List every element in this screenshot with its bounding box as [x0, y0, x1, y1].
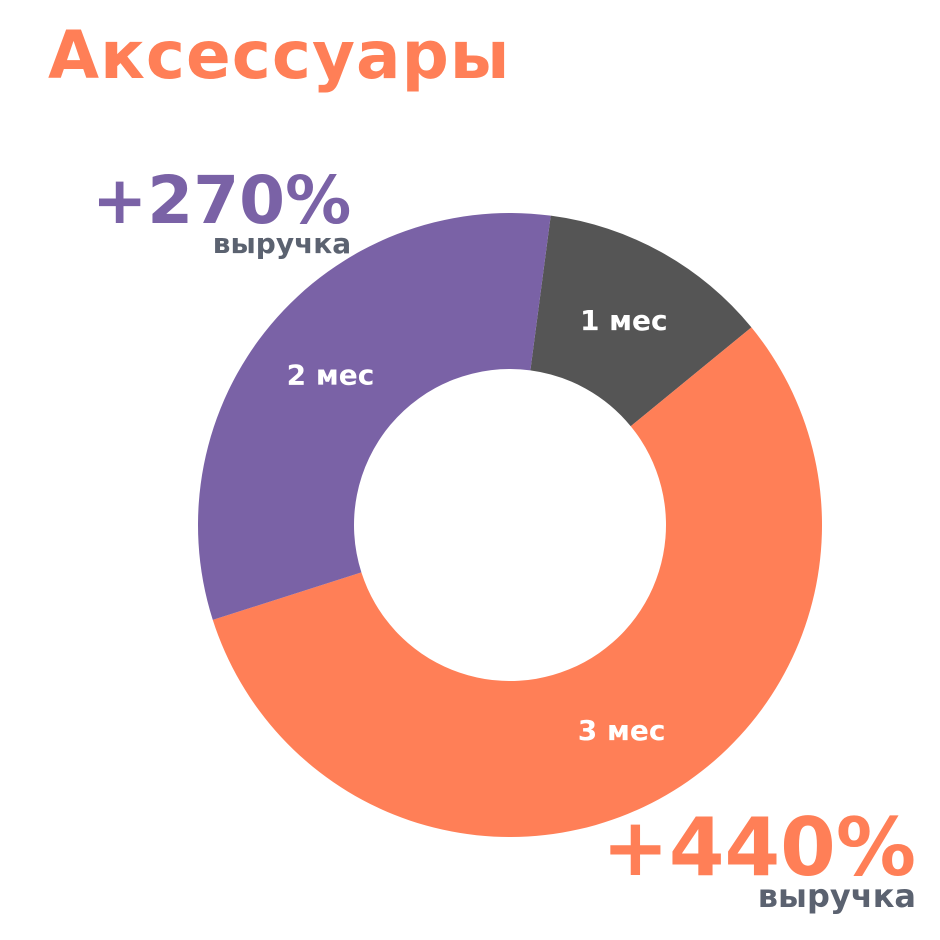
chart-title: Аксессуары: [48, 17, 511, 94]
slice-label-2: 3 мес: [578, 714, 666, 747]
donut-slice-1: [530, 215, 752, 427]
callout-value: +440%: [601, 801, 916, 894]
callout-value: +270%: [92, 162, 352, 239]
donut-slice-3: [197, 213, 551, 620]
callout-3-months: +440% выручка: [601, 801, 916, 915]
donut-slice-2: [212, 327, 823, 837]
callout-2-months: +270% выручка: [92, 168, 351, 258]
slice-label-1: 1 мес: [580, 304, 668, 337]
callout-caption: выручка: [212, 227, 352, 260]
slice-label-3: 2 мес: [287, 358, 375, 391]
callout-caption: выручка: [757, 877, 916, 915]
